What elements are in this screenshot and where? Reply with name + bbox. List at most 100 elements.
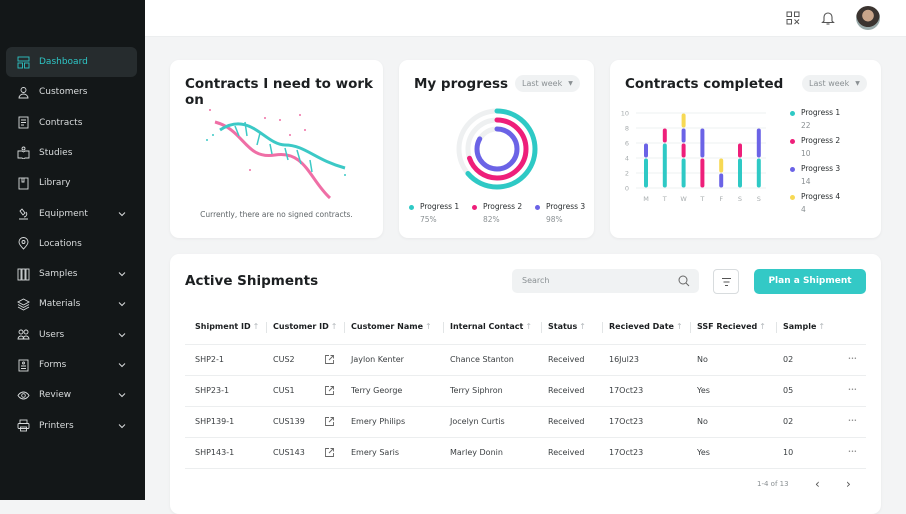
sidebar-item-label: Review — [39, 390, 72, 401]
table-cell: 05 — [783, 386, 794, 395]
column-header[interactable]: Internal Contact ↑ — [443, 322, 533, 333]
chevron-down-icon[interactable] — [117, 421, 127, 431]
card-title: Contracts I need to work on — [185, 76, 374, 108]
external-link-icon[interactable] — [324, 416, 335, 429]
column-header[interactable]: Customer ID ↑ — [266, 322, 338, 333]
legend-dot — [790, 166, 795, 172]
chevron-down-icon[interactable] — [117, 209, 127, 219]
sidebar-item-review[interactable]: Review — [6, 380, 137, 410]
sort-arrow-icon[interactable]: ↑ — [675, 322, 683, 331]
sort-arrow-icon[interactable]: ↑ — [252, 322, 260, 331]
period-dropdown[interactable]: Last week ▼ — [802, 75, 867, 92]
user-icon — [18, 86, 29, 99]
qr-code-icon[interactable] — [786, 11, 800, 25]
column-divider — [602, 322, 603, 333]
sidebar-item-locations[interactable]: Locations — [6, 229, 137, 259]
sidebar-item-label: Contracts — [39, 117, 83, 128]
filter-button[interactable] — [713, 269, 739, 294]
sidebar-item-forms[interactable]: Forms — [6, 350, 137, 380]
x-tick-label: F — [719, 195, 723, 203]
bar-segment-progress-1 — [738, 158, 742, 188]
bar-segment-progress-3 — [719, 173, 724, 188]
search-input[interactable]: Search — [512, 269, 699, 293]
column-header[interactable]: Customer Name ↑ — [344, 322, 432, 333]
sidebar-item-materials[interactable]: Materials — [6, 289, 137, 319]
legend-dot — [409, 204, 414, 210]
bar-segment-progress-3 — [700, 128, 705, 158]
external-link-icon[interactable] — [324, 447, 335, 460]
sidebar-item-printers[interactable]: Printers — [6, 411, 137, 441]
sidebar-item-label: Materials — [39, 299, 81, 310]
legend-value: 4 — [801, 205, 806, 214]
table-cell: 02 — [783, 417, 794, 426]
column-header[interactable]: Recieved Date ↑ — [602, 322, 683, 333]
sidebar-item-label: Customers — [39, 87, 88, 98]
external-link-icon[interactable] — [324, 354, 335, 367]
column-header[interactable]: Sample ↑ — [776, 322, 826, 333]
sidebar-item-studies[interactable]: Studies — [6, 138, 137, 168]
sort-arrow-icon[interactable]: ↑ — [525, 322, 533, 331]
sidebar-item-samples[interactable]: Samples — [6, 259, 137, 289]
sidebar-item-dashboard[interactable]: Dashboard — [6, 47, 137, 77]
sidebar-item-label: Forms — [39, 360, 67, 370]
legend-label: Progress 3 — [546, 202, 586, 211]
more-options-icon[interactable]: ••• — [848, 356, 857, 362]
chevron-down-icon[interactable] — [117, 360, 127, 370]
next-page-button[interactable]: › — [846, 477, 851, 491]
more-options-icon[interactable]: ••• — [848, 387, 857, 393]
stacked-bar-chart: 0 2 4 6 8 10 M T W T F S S — [621, 110, 766, 203]
y-tick-label: 6 — [625, 140, 629, 148]
table-cell: Received — [548, 448, 585, 457]
bar-segment-progress-1 — [644, 158, 648, 188]
sidebar-item-users[interactable]: Users — [6, 320, 137, 350]
y-tick-label: 10 — [621, 110, 629, 118]
plan-shipment-button[interactable]: Plan a Shipment — [754, 269, 866, 294]
column-header[interactable]: SSF Recieved ↑ — [690, 322, 766, 333]
avatar[interactable] — [856, 6, 880, 30]
table-cell: Marley Donin — [450, 448, 503, 457]
bell-icon[interactable] — [821, 10, 835, 26]
sidebar: Dashboard Customers Contracts Studies Librar… — [0, 0, 145, 500]
period-dropdown[interactable]: Last week ▼ — [515, 75, 580, 92]
sidebar-item-contracts[interactable]: Contracts — [6, 108, 137, 138]
chevron-down-icon[interactable] — [117, 390, 127, 400]
legend-value: 75% — [420, 215, 437, 224]
sidebar-item-library[interactable]: Library — [6, 168, 137, 198]
more-options-icon[interactable]: ••• — [848, 449, 857, 455]
card-title: Contracts completed — [625, 76, 784, 92]
progress-legend-item: Progress 2 82% — [472, 202, 522, 224]
eye-icon — [17, 391, 30, 400]
chevron-down-icon[interactable] — [117, 269, 127, 279]
chart-legend-item: Progress 2 10 — [790, 136, 840, 158]
external-link-icon[interactable] — [324, 385, 335, 398]
x-tick-label: M — [643, 195, 649, 203]
legend-label: Progress 1 — [420, 202, 460, 211]
sidebar-item-label: Users — [39, 329, 65, 340]
table-cell: Received — [548, 417, 585, 426]
table-cell: Jocelyn Curtis — [450, 417, 505, 426]
legend-value: 22 — [801, 121, 811, 130]
search-icon — [678, 275, 690, 287]
bar-segment-progress-1 — [756, 158, 761, 188]
sort-arrow-icon[interactable]: ↑ — [330, 322, 338, 331]
sort-arrow-icon[interactable]: ↑ — [759, 322, 766, 331]
legend-dot — [790, 194, 795, 200]
table-cell: Terry Siphron — [450, 386, 503, 395]
library-icon — [18, 177, 29, 190]
legend-label: Progress 2 — [801, 136, 841, 145]
chevron-down-icon[interactable] — [117, 330, 127, 340]
sort-arrow-icon[interactable]: ↑ — [579, 322, 586, 331]
column-header[interactable]: Status ↑ — [541, 322, 586, 333]
sidebar-item-customers[interactable]: Customers — [6, 77, 137, 107]
more-options-icon[interactable]: ••• — [848, 418, 857, 424]
column-header[interactable]: Shipment ID ↑ — [195, 322, 259, 331]
table-cell: Terry George — [351, 386, 403, 395]
bar-segment-progress-2 — [681, 143, 686, 158]
table-cell: 17Oct23 — [609, 417, 644, 426]
column-label: Customer ID — [273, 322, 329, 331]
sort-arrow-icon[interactable]: ↑ — [818, 322, 826, 331]
prev-page-button[interactable]: ‹ — [815, 477, 820, 491]
chevron-down-icon[interactable] — [117, 299, 127, 309]
sidebar-item-equipment[interactable]: Equipment — [6, 199, 137, 229]
sort-arrow-icon[interactable]: ↑ — [425, 322, 432, 331]
